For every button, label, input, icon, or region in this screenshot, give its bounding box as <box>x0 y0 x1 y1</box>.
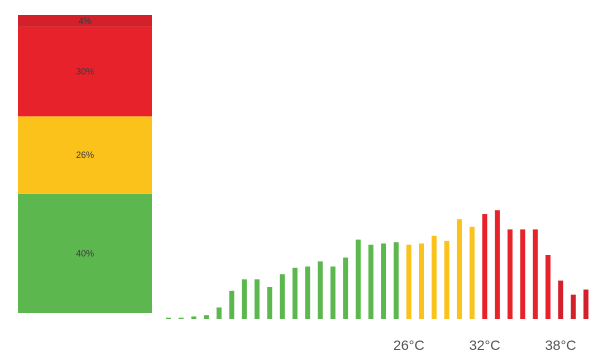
histogram-bar <box>570 294 576 319</box>
stack-segment-label: 26% <box>76 150 94 160</box>
x-tick-label: 26°C <box>393 337 424 353</box>
histogram-bar <box>330 266 336 319</box>
histogram-bar <box>191 316 197 319</box>
histogram-bar <box>431 235 437 319</box>
histogram-bar <box>419 243 424 319</box>
histogram-bar <box>279 274 285 319</box>
histogram-bar <box>216 307 222 319</box>
histogram-bar <box>456 219 462 319</box>
stack-segment <box>18 15 152 27</box>
histogram-bar <box>305 266 311 319</box>
histogram-bar <box>355 239 361 319</box>
x-tick-label: 38°C <box>545 337 576 353</box>
histogram-bar <box>520 229 526 319</box>
histogram-bar <box>203 315 209 319</box>
stack-segment-label: 4% <box>78 16 91 26</box>
histogram-bar <box>267 287 273 319</box>
histogram-bar <box>406 244 412 319</box>
histogram-bar <box>368 244 374 319</box>
histogram-bar <box>494 210 500 319</box>
histogram-bar <box>482 214 488 319</box>
stack-segment-label: 30% <box>76 67 94 77</box>
histogram-bar <box>381 243 387 319</box>
histogram-bar <box>166 317 171 319</box>
stacked-share-bar: 40% 26% 30% 4% <box>18 15 152 313</box>
histogram-bar <box>507 229 513 319</box>
histogram-bar <box>532 229 538 319</box>
histogram-bar <box>241 279 247 319</box>
stack-segment <box>18 193 152 313</box>
histogram-bar <box>393 242 399 319</box>
histogram-bar <box>254 279 260 319</box>
histogram-bar <box>343 257 349 319</box>
x-axis-ticks: 26°C 32°C 38°C <box>393 337 576 353</box>
histogram-bar <box>292 267 298 319</box>
histogram-bar <box>469 226 475 319</box>
temperature-histogram <box>166 210 589 319</box>
histogram-bar <box>583 289 589 319</box>
histogram-bar <box>558 280 564 319</box>
histogram-bar <box>545 255 551 319</box>
stack-segment-label: 40% <box>76 248 94 258</box>
stack-segment <box>18 26 152 117</box>
stack-segment <box>18 116 152 194</box>
histogram-bar <box>178 317 184 319</box>
histogram-bar <box>317 261 323 319</box>
histogram-bar <box>444 240 450 319</box>
histogram-bar <box>229 290 235 319</box>
x-tick-label: 32°C <box>469 337 500 353</box>
